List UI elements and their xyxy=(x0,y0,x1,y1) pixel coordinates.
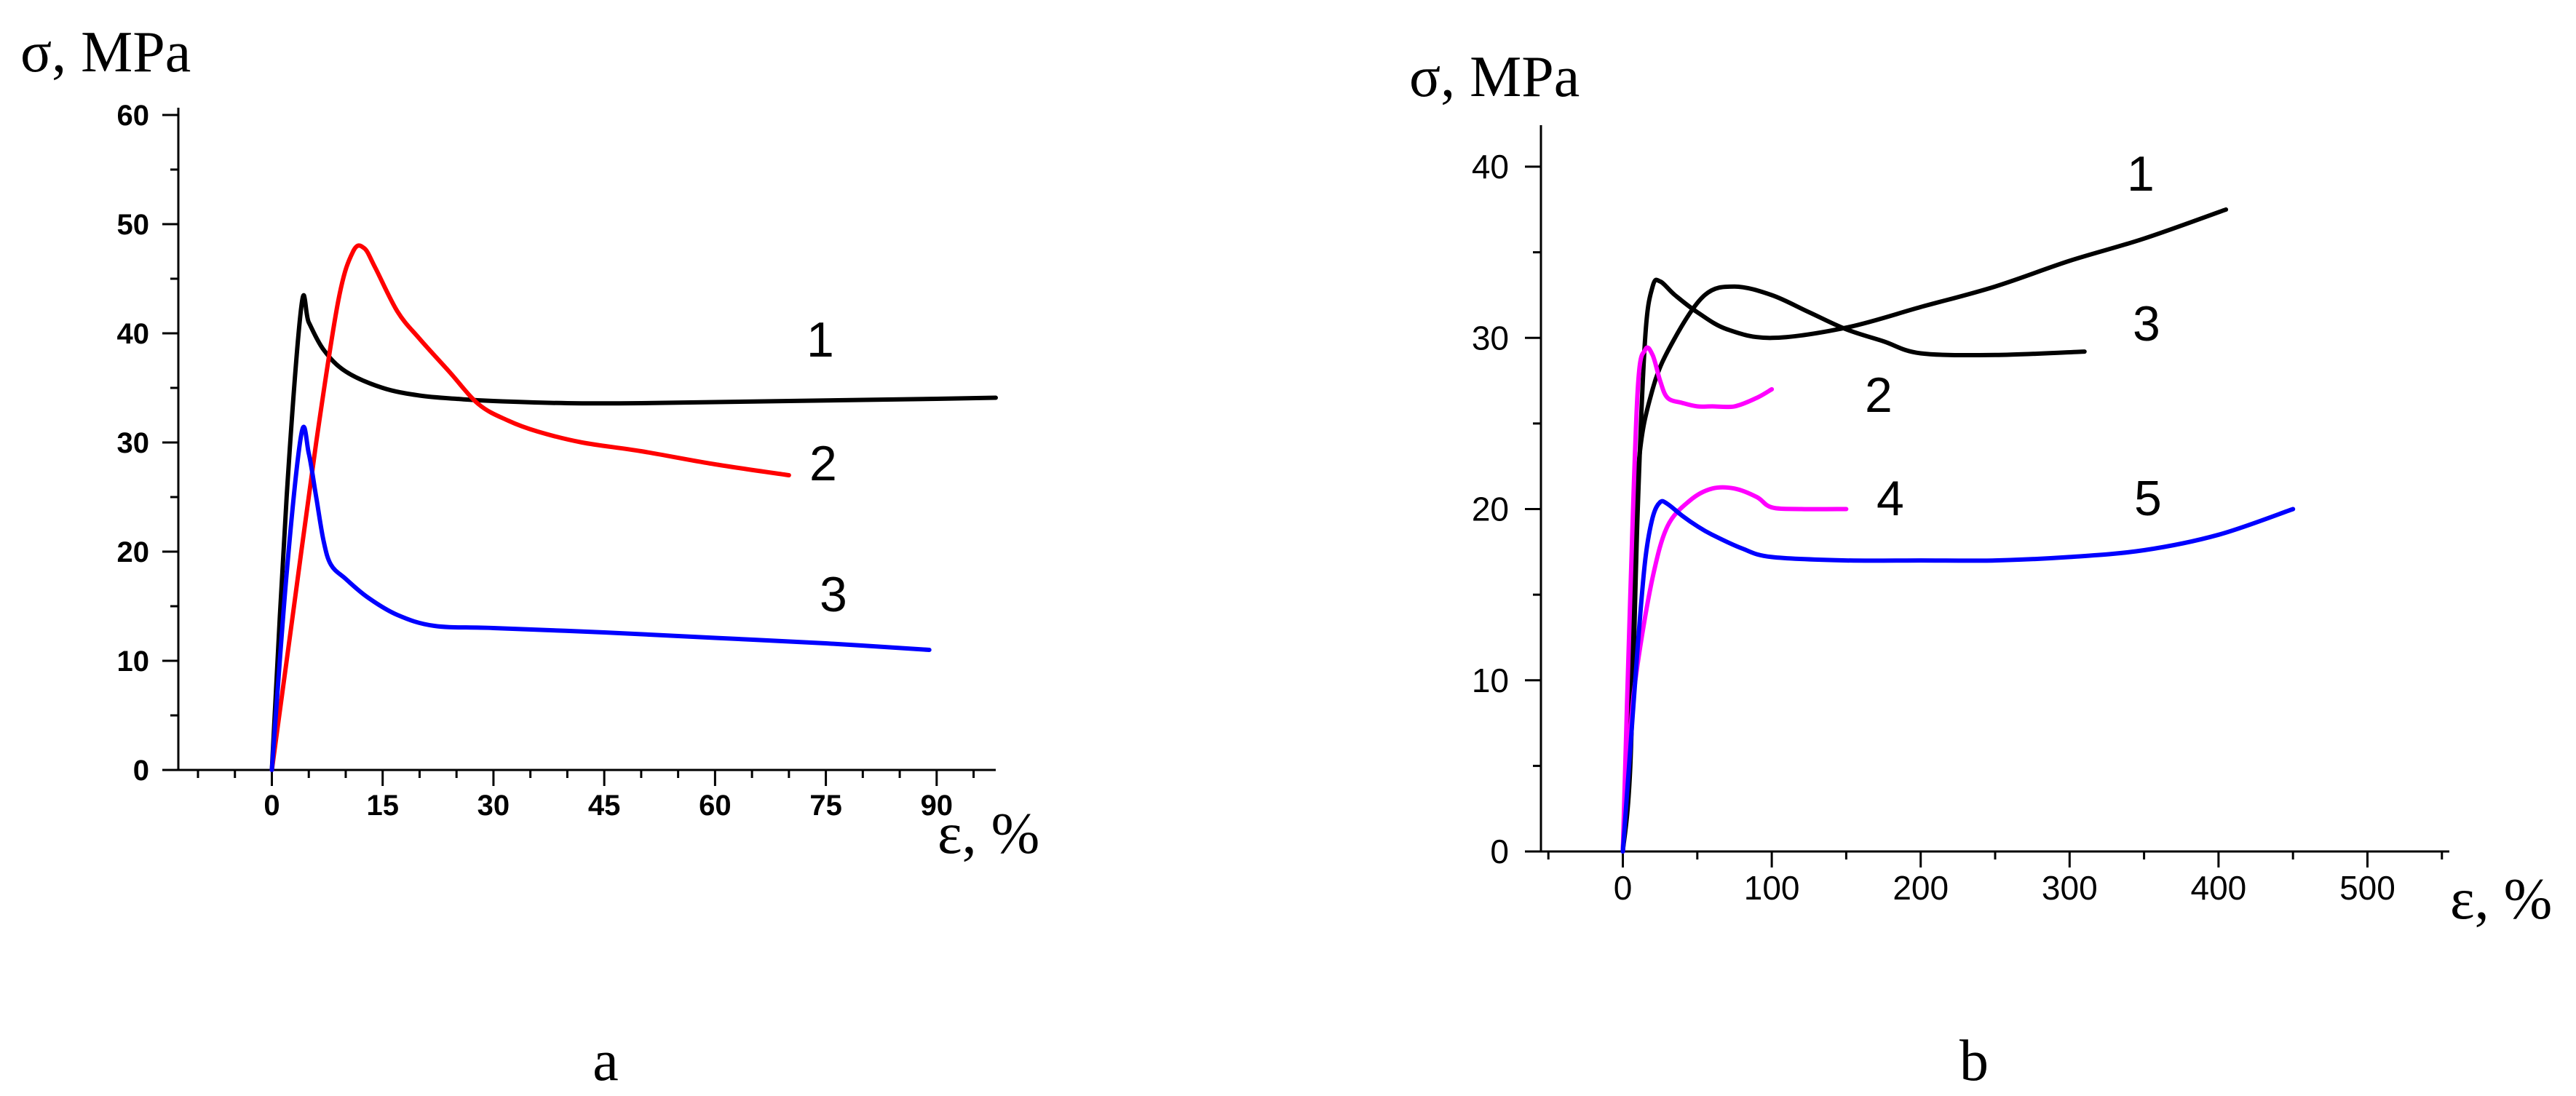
panel-b-y-tick-label: 0 xyxy=(1490,833,1509,870)
panel-a-x-tick-label: 15 xyxy=(366,790,399,822)
panel-b-y-tick-label: 10 xyxy=(1472,662,1509,699)
panel-a-series-2-line xyxy=(269,243,791,772)
panel-a-x-tick-label: 30 xyxy=(477,790,510,822)
panel-b-series-4-line xyxy=(1620,485,1849,854)
panel-b-series-3-line xyxy=(1620,284,2087,854)
panel-a-series-3-line xyxy=(269,424,932,772)
panel-b-x-tick-label: 100 xyxy=(1744,869,1800,907)
panel-b-xlabel: ε, % xyxy=(2450,867,2552,932)
panel-a-ylabel: σ, MPa xyxy=(20,20,191,84)
panel-a-x-tick-label: 90 xyxy=(921,790,954,822)
chart-panel-a: σ, MPa ε, % a 0 10 20 30 40 50 60 0 15 30 45 60 75 90… xyxy=(20,20,1039,1093)
panel-b-ylabel: σ, MPa xyxy=(1409,45,1580,109)
panel-b-y-tick-label: 20 xyxy=(1472,491,1509,528)
panel-a-x-tick-label: 60 xyxy=(699,790,732,822)
panel-a-x-tick-label: 0 xyxy=(263,790,280,822)
panel-a-series-2-label: 2 xyxy=(809,436,837,491)
panel-b-series-2-line xyxy=(1620,345,1775,854)
panel-b-x-tick-label: 200 xyxy=(1893,869,1949,907)
panel-b-series-4-label: 4 xyxy=(1876,471,1904,526)
panel-b-series-5-line xyxy=(1620,499,2296,854)
panel-a-y-tick-label: 40 xyxy=(117,318,150,350)
panel-b-series-5-label: 5 xyxy=(2134,471,2162,526)
panel-a-series-1-label: 1 xyxy=(807,312,834,368)
panel-b-x-tick-label: 500 xyxy=(2339,869,2395,907)
panel-a-xlabel: ε, % xyxy=(938,802,1039,866)
panel-b-x-tick-label: 0 xyxy=(1614,869,1633,907)
panel-a-y-tick-label: 50 xyxy=(117,209,150,241)
panel-a-y-tick-label: 20 xyxy=(117,536,150,568)
panel-a-label: a xyxy=(593,1029,619,1093)
panel-b-y-tick-label: 40 xyxy=(1472,148,1509,186)
panel-a-series-3-label: 3 xyxy=(820,567,847,622)
panel-a-y-tick-label: 30 xyxy=(117,427,150,459)
panel-b-y-tick-label: 30 xyxy=(1472,319,1509,357)
panel-a-y-tick-label: 0 xyxy=(133,755,149,787)
panel-b-label: b xyxy=(1959,1029,1989,1093)
panel-b-series-1-label: 1 xyxy=(2127,146,2155,202)
panel-a-plot: 0 10 20 30 40 50 60 0 15 30 45 60 75 90 1 2 3 xyxy=(117,100,998,822)
panel-a-series-1-line xyxy=(269,293,998,772)
panel-b-x-tick-label: 300 xyxy=(2042,869,2098,907)
panel-a-y-tick-label: 60 xyxy=(117,100,150,132)
panel-a-y-tick-label: 10 xyxy=(117,646,150,678)
panel-b-series-2-label: 2 xyxy=(1865,368,1893,423)
panel-b-series-3-label: 3 xyxy=(2133,296,2160,352)
panel-b-x-tick-label: 400 xyxy=(2191,869,2247,907)
panel-a-x-tick-label: 45 xyxy=(588,790,621,822)
panel-a-x-tick-label: 75 xyxy=(809,790,842,822)
